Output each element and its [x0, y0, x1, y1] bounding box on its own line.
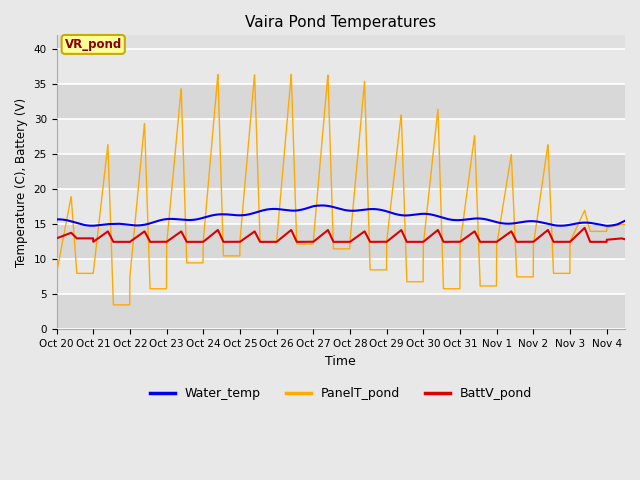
- Bar: [56, 155, 625, 189]
- Text: VR_pond: VR_pond: [65, 38, 122, 51]
- Bar: [56, 259, 625, 294]
- Bar: [56, 189, 625, 224]
- X-axis label: Time: Time: [325, 355, 356, 368]
- Bar: [56, 224, 625, 259]
- Y-axis label: Temperature (C), Battery (V): Temperature (C), Battery (V): [15, 98, 28, 267]
- Bar: [56, 294, 625, 329]
- Legend: Water_temp, PanelT_pond, BattV_pond: Water_temp, PanelT_pond, BattV_pond: [145, 383, 537, 406]
- Title: Vaira Pond Temperatures: Vaira Pond Temperatures: [245, 15, 436, 30]
- Bar: [56, 84, 625, 120]
- Bar: [56, 120, 625, 155]
- Bar: [56, 49, 625, 84]
